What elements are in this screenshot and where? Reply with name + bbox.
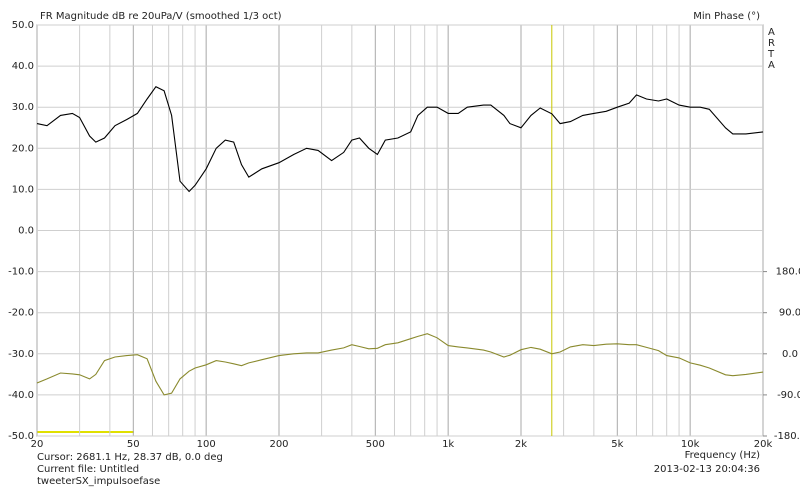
series-line	[36, 333, 764, 396]
y2-tick-label: 180.0	[776, 267, 800, 278]
chart-title: FR Magnitude dB re 20uPa/V (smoothed 1/3…	[40, 11, 282, 22]
x-tick-label: 100	[197, 439, 216, 450]
y2-tick-label: -180.0	[774, 431, 800, 442]
y-tick-label: -10.0	[8, 267, 34, 278]
y-tick-label: 40.0	[12, 61, 34, 72]
x-tick-label: 10k	[681, 439, 700, 450]
series-line	[36, 85, 764, 193]
x-tick-label: 2k	[515, 439, 527, 450]
y-tick-label: -30.0	[8, 349, 34, 360]
x-tick-label: 200	[269, 439, 288, 450]
y-tick-label: 20.0	[12, 143, 34, 154]
timestamp: 2013-02-13 20:04:36	[654, 464, 760, 475]
y-tick-label: 10.0	[12, 184, 34, 195]
file-label: Current file: Untitled	[37, 464, 139, 475]
y-tick-label: -40.0	[8, 390, 34, 401]
y2-tick-label: -90.0	[777, 390, 800, 401]
y-tick-label: -20.0	[8, 308, 34, 319]
y2-tick-label: 0.0	[782, 349, 798, 360]
y-tick-label: -50.0	[8, 431, 34, 442]
y-tick-label: 0.0	[18, 226, 34, 237]
file-name: tweeterSX_impulsoefase	[37, 476, 160, 487]
cursor-readout: Cursor: 2681.1 Hz, 28.37 dB, 0.0 deg	[37, 452, 223, 463]
x-tick-label: 20k	[754, 439, 773, 450]
x-tick-label: 20	[31, 439, 44, 450]
x-tick-label: 5k	[611, 439, 623, 450]
x-tick-label: 500	[366, 439, 385, 450]
y2-tick-label: 90.0	[779, 308, 800, 319]
x-tick-label: 50	[127, 439, 140, 450]
y-tick-label: 50.0	[12, 20, 34, 31]
y2-axis-title: Min Phase (°)	[693, 11, 760, 22]
x-axis-title: Frequency (Hz)	[685, 450, 761, 461]
x-tick-label: 1k	[442, 439, 454, 450]
y-tick-label: 30.0	[12, 102, 34, 113]
